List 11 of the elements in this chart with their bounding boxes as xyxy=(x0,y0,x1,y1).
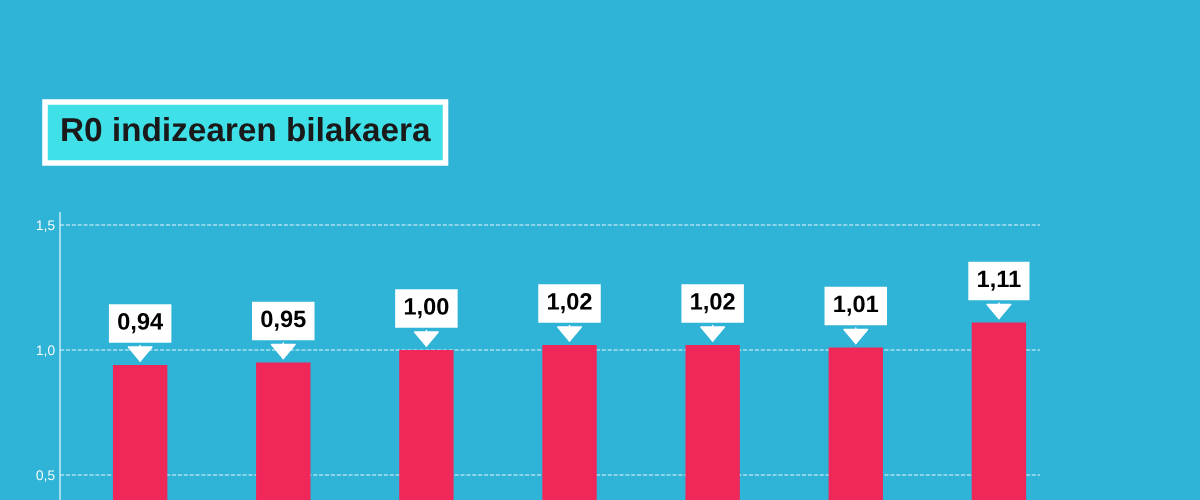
data-label: 1,02 xyxy=(548,293,592,314)
data-label: 1,00 xyxy=(404,298,449,319)
data-label: 0,94 xyxy=(118,313,163,334)
data-label: 0,95 xyxy=(261,310,306,331)
data-label: 1,01 xyxy=(834,295,879,316)
data-label: 1,02 xyxy=(691,293,735,314)
y-tick-label: 0,5 xyxy=(36,470,55,482)
y-tick-label: 1,5 xyxy=(36,220,55,232)
text: R0 indizearen bilakaera xyxy=(62,116,431,142)
data-label: 1,11 xyxy=(978,270,1021,291)
y-tick-label: 1,0 xyxy=(36,345,55,357)
